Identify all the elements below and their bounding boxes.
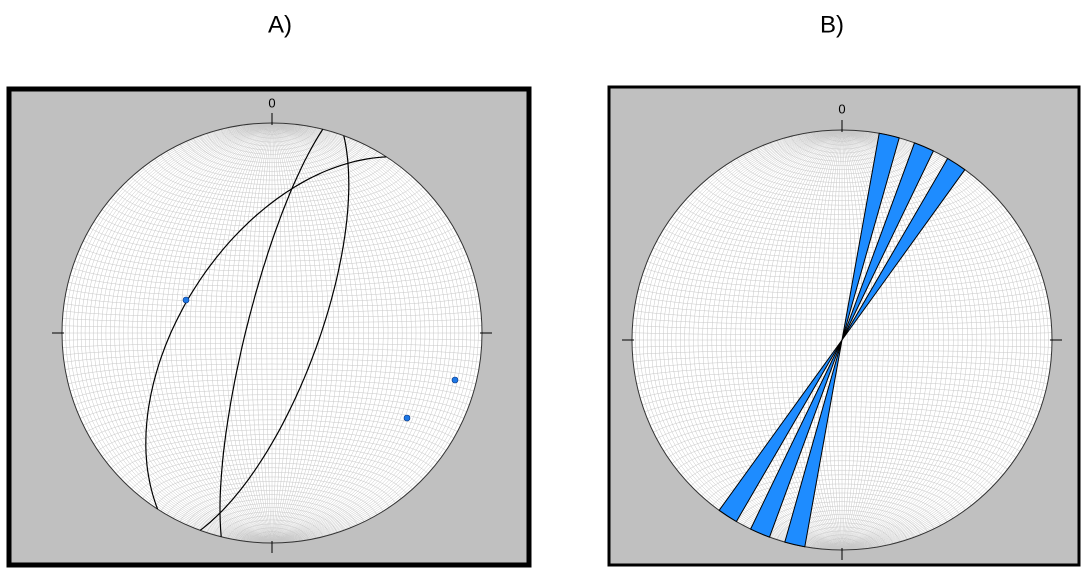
pole — [403, 414, 411, 422]
stereonet — [52, 113, 492, 553]
rose-petal — [841, 157, 966, 341]
panel-label: B) — [820, 11, 844, 38]
north-label: 0 — [268, 95, 275, 110]
net-grid — [632, 129, 1052, 551]
north-label: 0 — [838, 101, 845, 116]
great-circle — [145, 156, 387, 510]
ticks — [622, 120, 1062, 560]
panel-label: A) — [268, 11, 292, 38]
ticks — [52, 113, 492, 553]
rose-petal — [841, 142, 935, 341]
rose-petal — [749, 339, 843, 538]
net-grid — [62, 122, 482, 544]
rose-petal — [841, 132, 900, 341]
pole — [451, 376, 459, 384]
stereonet — [622, 120, 1062, 560]
rose-petal — [718, 339, 843, 523]
rose-petal — [784, 339, 843, 548]
great-circle — [199, 135, 350, 531]
great-circle — [219, 128, 324, 537]
pole — [182, 296, 190, 304]
